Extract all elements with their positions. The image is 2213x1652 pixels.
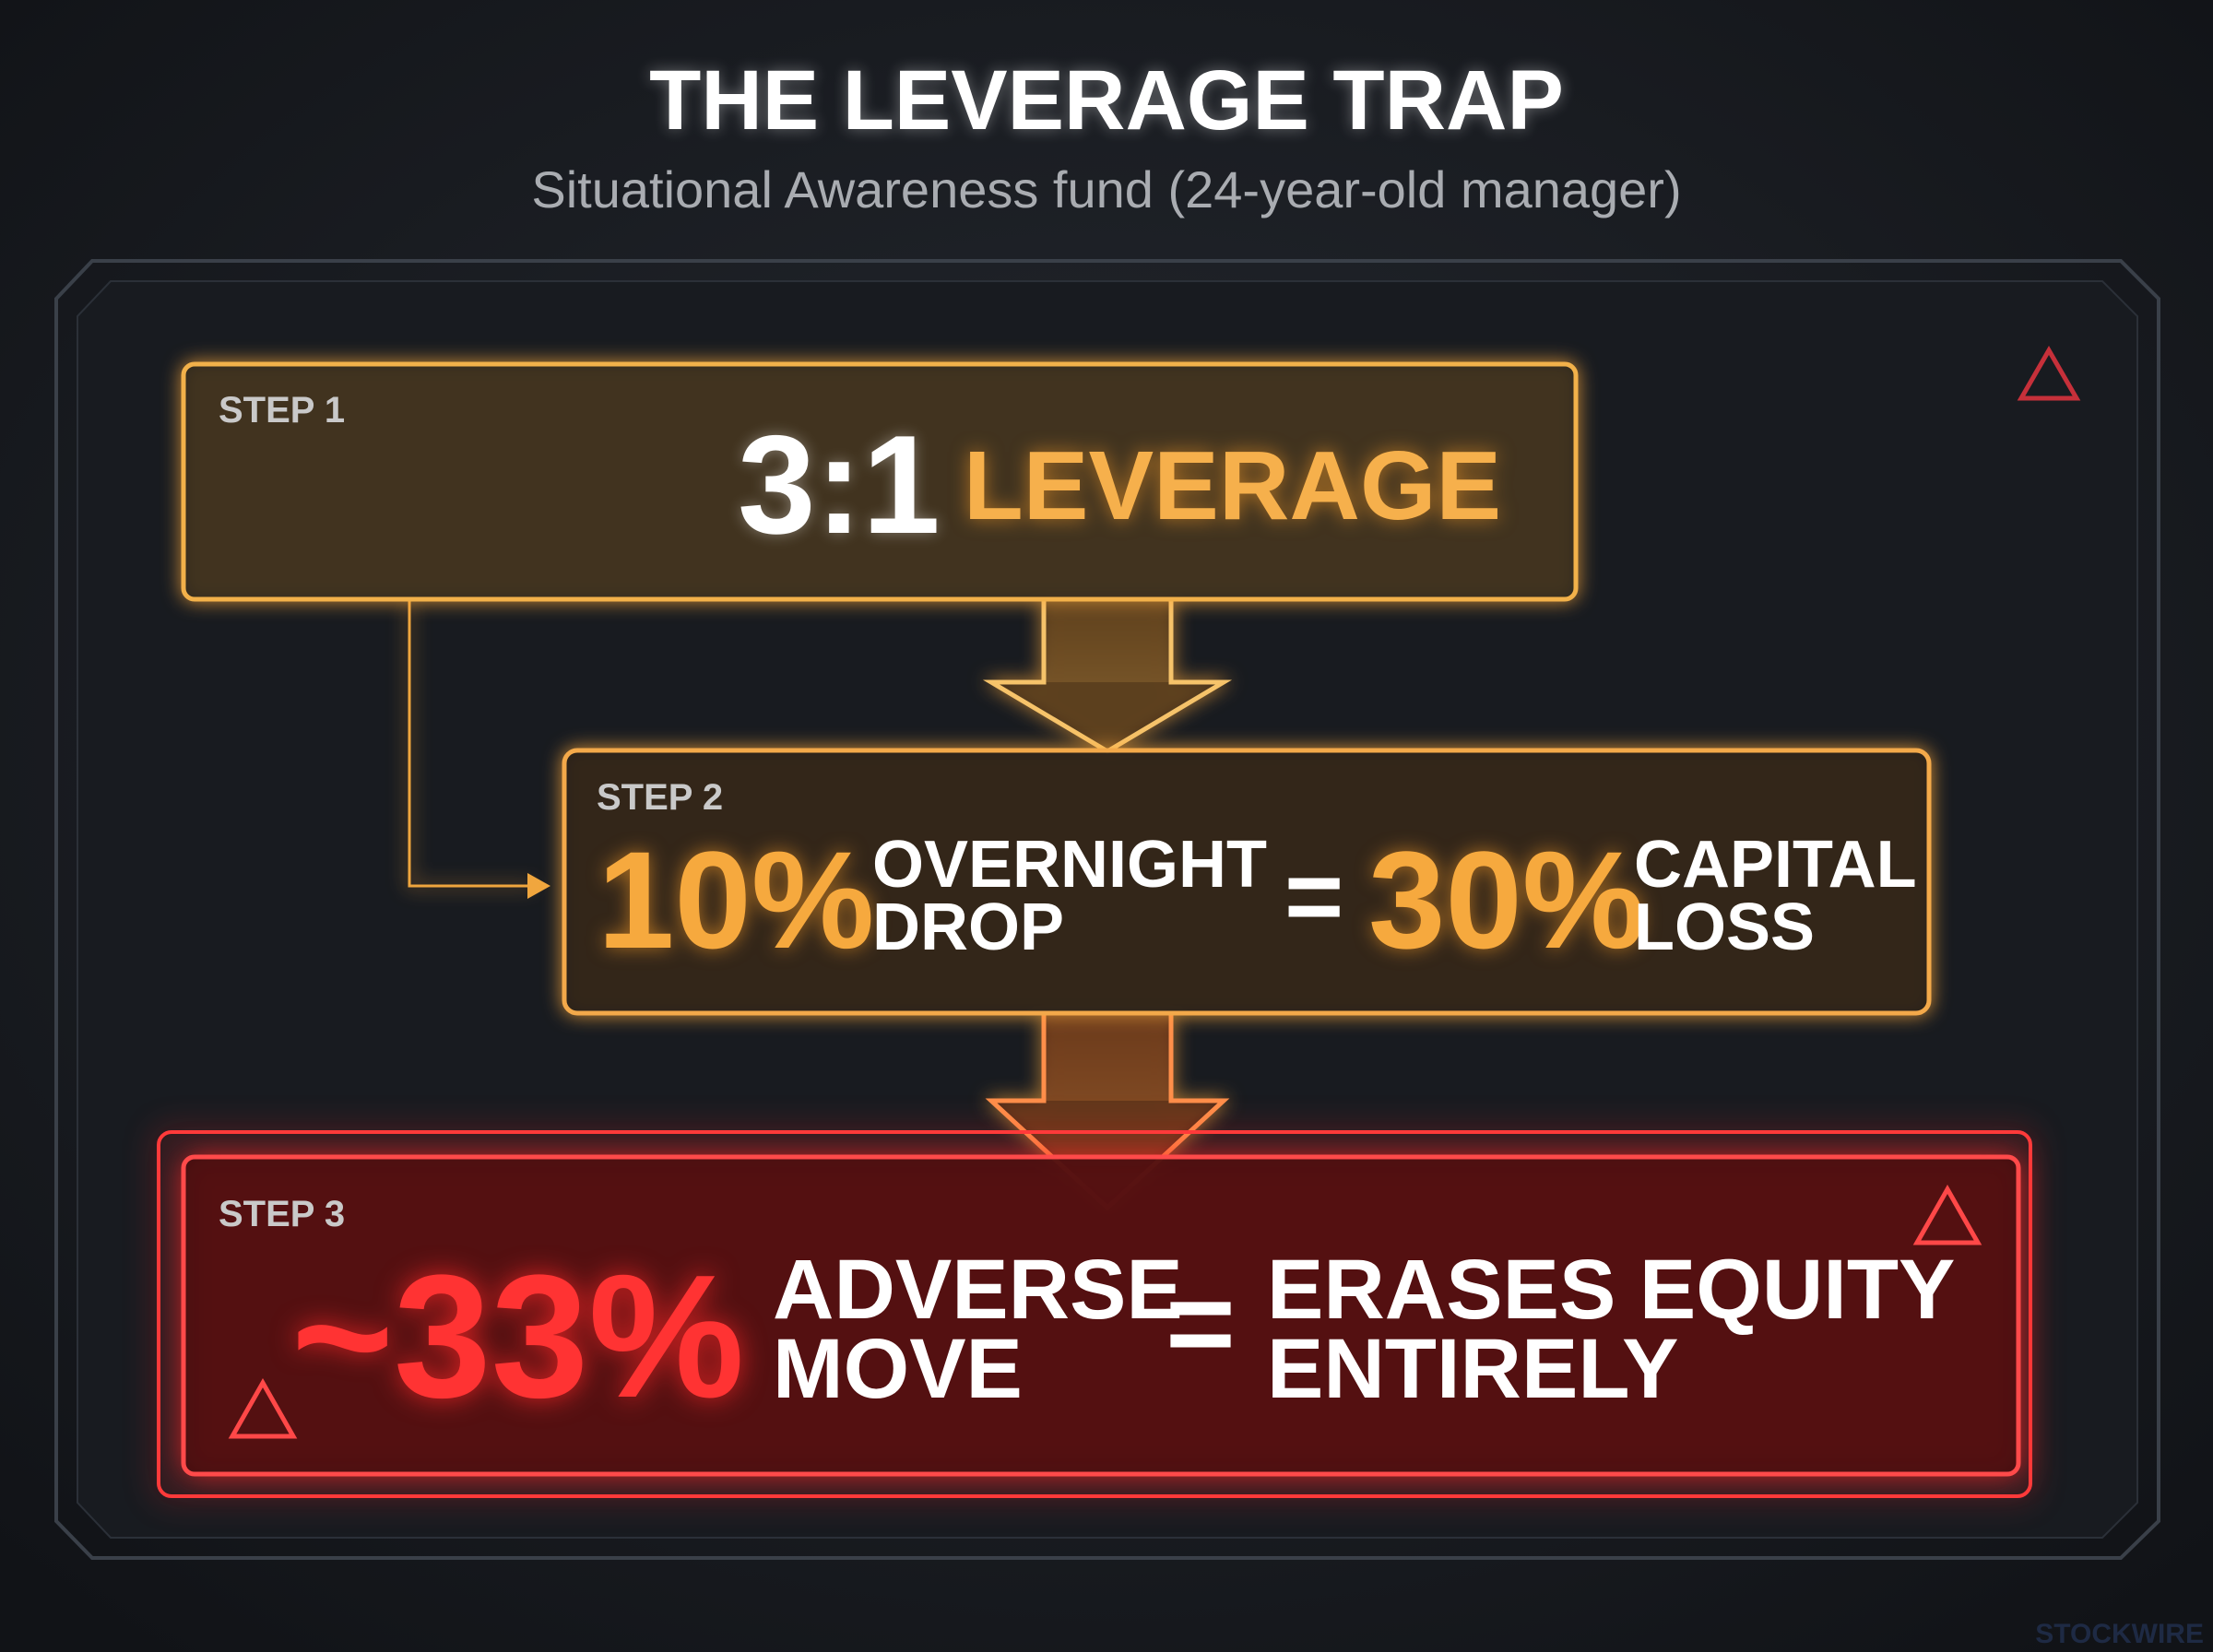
move-value: ~33% — [291, 1239, 744, 1434]
equals-sign: = — [1284, 840, 1343, 953]
step-label: STEP 2 — [597, 777, 723, 818]
step-label: STEP 3 — [219, 1194, 345, 1234]
step-box-outer — [157, 1130, 2032, 1498]
warning-icon — [1912, 1184, 1982, 1245]
step-box — [181, 1154, 2021, 1477]
drop-text: DROP — [872, 891, 1064, 964]
warning-icon — [2017, 345, 2081, 401]
subtitle: Situational Awareness fund (24-year-old … — [531, 160, 1681, 218]
title: THE LEVERAGE TRAP — [649, 53, 1564, 148]
move-text: MOVE — [773, 1322, 1023, 1416]
loss-text: CAPITAL — [1634, 828, 1917, 902]
result-text: ERASES EQUITY — [1267, 1243, 1955, 1337]
step-label: STEP 1 — [219, 390, 345, 431]
leverage-ratio: 3:1 — [738, 407, 941, 563]
warning-icon — [228, 1377, 298, 1439]
outer-frame — [54, 259, 2160, 1560]
step-box — [562, 748, 1932, 1016]
loss-text: LOSS — [1634, 891, 1815, 964]
result-text: ENTIRELY — [1267, 1322, 1678, 1416]
move-text: ADVERSE — [773, 1243, 1183, 1337]
connector-arrowhead — [527, 873, 550, 899]
leverage-term: LEVERAGE — [964, 431, 1501, 540]
connector-line — [408, 601, 535, 888]
loss-value: 30% — [1368, 822, 1645, 977]
watermark: STOCKWIRE — [2035, 1619, 2204, 1649]
drop-text: OVERNIGHT — [872, 828, 1267, 902]
step-box — [181, 361, 1579, 602]
equals-sign: = — [1166, 1256, 1236, 1390]
drop-value: 10% — [598, 822, 874, 977]
